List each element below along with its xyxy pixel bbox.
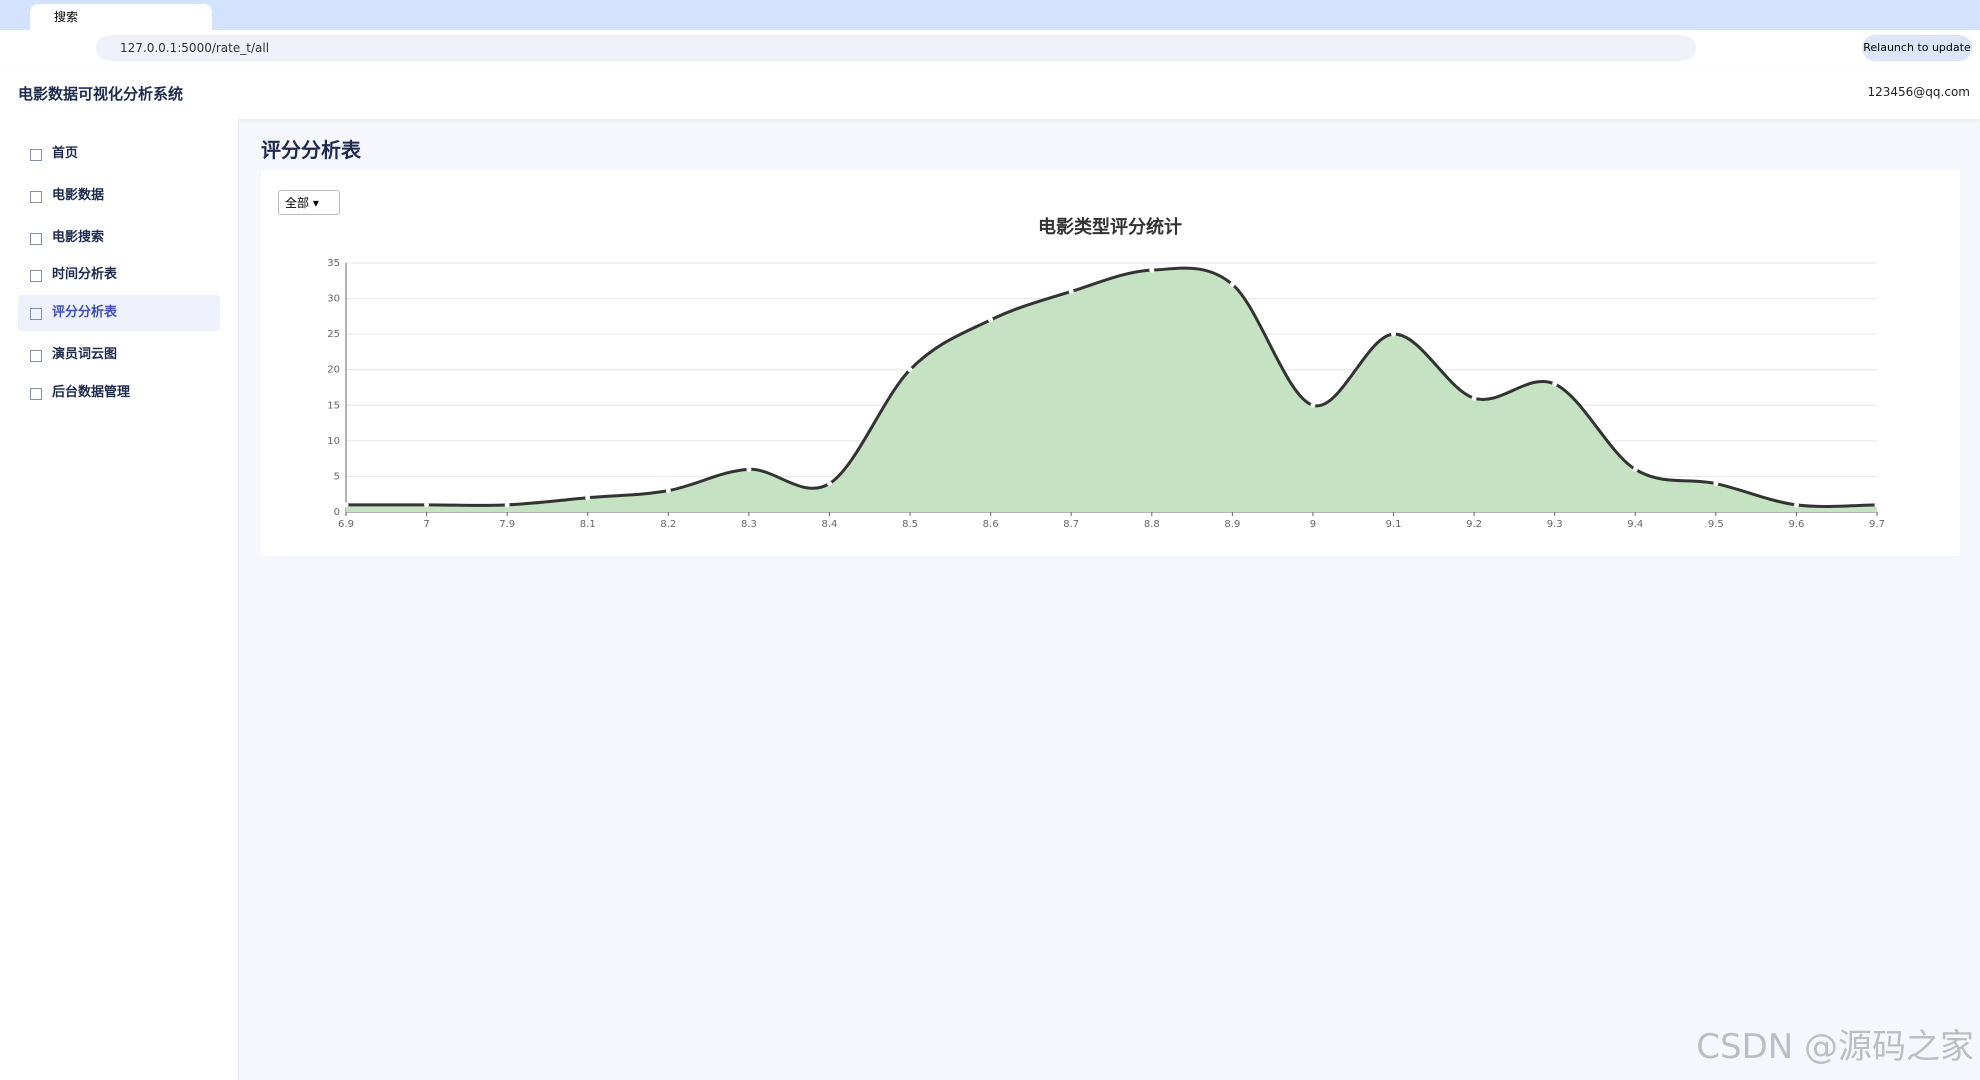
point xyxy=(1552,381,1558,387)
point xyxy=(1471,395,1477,401)
point xyxy=(665,488,671,494)
point xyxy=(746,466,752,472)
y-tick-label: 5 xyxy=(334,471,340,482)
point xyxy=(585,495,591,501)
point xyxy=(1874,502,1880,508)
nav-item[interactable]: 评分分析表 xyxy=(18,295,220,331)
sidebar: 首页电影数据电影搜索 时间分析表 评分分析表演员词云图 后台数据管理 xyxy=(0,119,239,1080)
x-tick-label: 9.5 xyxy=(1708,519,1724,530)
x-tick-label: 8.7 xyxy=(1063,519,1079,530)
x-tick-label: 7.9 xyxy=(499,519,515,530)
x-tick-label: 9.4 xyxy=(1627,519,1643,530)
x-tick-label: 8.8 xyxy=(1144,519,1160,530)
y-tick-label: 20 xyxy=(327,365,340,376)
point xyxy=(1632,466,1638,472)
point xyxy=(1310,402,1316,408)
y-tick-label: 10 xyxy=(327,436,340,447)
x-tick-label: 8.5 xyxy=(902,519,918,530)
y-tick-label: 25 xyxy=(327,329,340,340)
nav-item[interactable]: 时间分析表 xyxy=(18,257,220,293)
chart-title: 电影类型评分统计 xyxy=(1038,216,1182,238)
x-tick-label: 9 xyxy=(1310,519,1316,530)
x-tick-label: 9.7 xyxy=(1869,519,1885,530)
tab-bar: 搜索 xyxy=(0,0,1980,30)
x-tick-label: 8.2 xyxy=(660,519,676,530)
app-title[interactable]: 电影数据可视化分析系统 xyxy=(18,85,184,103)
point xyxy=(343,502,349,508)
x-tick-label: 8.3 xyxy=(741,519,757,530)
area xyxy=(346,268,1877,512)
point xyxy=(1391,331,1397,337)
point xyxy=(1149,267,1155,273)
y-tick-label: 0 xyxy=(334,507,340,518)
x-tick-label: 9.1 xyxy=(1386,519,1402,530)
chart-card: 电影类型评分统计 0 5 10 15 20 25 30 35 6.9 7 7.9 8.1 8.2 8.3 8… xyxy=(261,170,1960,556)
point xyxy=(907,367,913,373)
nav-item[interactable]: 首页 xyxy=(18,136,220,172)
nav-item[interactable]: 电影数据 xyxy=(18,178,220,214)
url-field[interactable]: 127.0.0.1:5000/rate_t/all xyxy=(96,35,1696,61)
point xyxy=(826,481,832,487)
y-tick-label: 30 xyxy=(327,294,340,305)
x-tick-label: 9.2 xyxy=(1466,519,1482,530)
browser-tab[interactable]: 搜索 xyxy=(30,4,212,30)
watermark: CSDN @源码之家 xyxy=(1696,1027,1974,1067)
point xyxy=(424,502,430,508)
chart: 电影类型评分统计 0 5 10 15 20 25 30 35 6.9 7 7.9 8.1 8.2 8.3 8… xyxy=(327,216,1885,530)
filter-select[interactable]: 全部 ▾ xyxy=(278,190,340,215)
x-tick-label: 8.9 xyxy=(1224,519,1240,530)
nav-item[interactable]: 后台数据管理 xyxy=(18,375,220,411)
user-menu[interactable]: 123456@qq.com xyxy=(1867,85,1971,99)
point xyxy=(988,317,994,323)
tab-title: 搜索 xyxy=(54,10,79,24)
filter-value: 全部 xyxy=(285,196,310,210)
x-tick-label: 7 xyxy=(423,519,429,530)
line xyxy=(346,266,1878,508)
page-title: 评分分析表 xyxy=(261,138,361,162)
y-tick-label: 15 xyxy=(327,400,340,411)
point xyxy=(1713,481,1719,487)
nav-item[interactable]: 电影搜索 xyxy=(18,220,220,256)
address-bar: 127.0.0.1:5000/rate_t/all Relaunch to up… xyxy=(0,30,1980,68)
x-tick-label: 9.6 xyxy=(1788,519,1804,530)
update-button[interactable]: Relaunch to update xyxy=(1862,35,1972,61)
x-tick-label: 6.9 xyxy=(338,519,354,530)
point xyxy=(1793,502,1799,508)
y-tick-label: 35 xyxy=(327,258,340,269)
point xyxy=(1229,281,1235,287)
nav-item[interactable]: 演员词云图 xyxy=(18,337,220,373)
app-header: 电影数据可视化分析系统 123456@qq.com xyxy=(0,67,1980,119)
x-tick-label: 8.4 xyxy=(822,519,838,530)
x-tick-label: 8.6 xyxy=(983,519,999,530)
x-tick-label: 9.3 xyxy=(1547,519,1563,530)
point xyxy=(504,502,510,508)
x-tick-label: 8.1 xyxy=(580,519,596,530)
point xyxy=(1068,288,1074,294)
